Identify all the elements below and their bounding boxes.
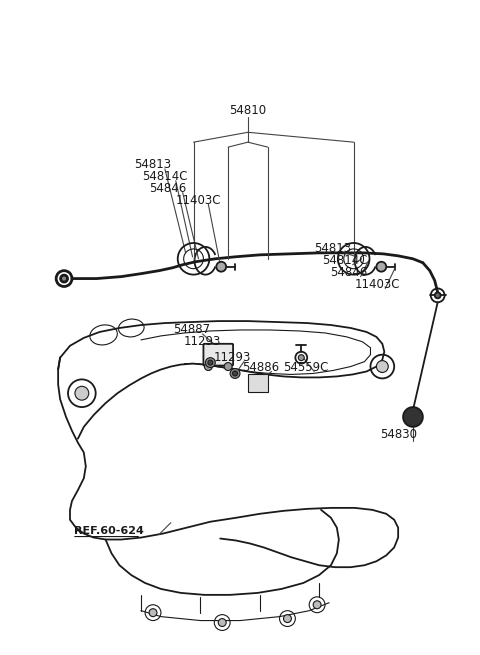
FancyBboxPatch shape	[204, 344, 233, 365]
Circle shape	[230, 369, 240, 379]
Circle shape	[284, 614, 291, 622]
Circle shape	[60, 275, 68, 282]
Circle shape	[376, 361, 388, 373]
Circle shape	[149, 608, 157, 616]
Text: 54886: 54886	[242, 361, 279, 374]
Circle shape	[216, 262, 226, 272]
Text: 54559C: 54559C	[284, 361, 329, 374]
Text: 11293: 11293	[213, 351, 251, 364]
Circle shape	[75, 386, 89, 400]
Text: 54813: 54813	[314, 242, 351, 255]
Text: REF.60-624: REF.60-624	[74, 525, 144, 536]
Text: 54846: 54846	[330, 266, 367, 279]
Text: 11403C: 11403C	[355, 278, 400, 291]
Text: 54814C: 54814C	[322, 254, 368, 267]
Circle shape	[403, 407, 423, 427]
Circle shape	[298, 354, 304, 361]
Text: 54887: 54887	[173, 324, 210, 337]
Polygon shape	[248, 375, 268, 392]
Text: 54830: 54830	[380, 428, 417, 441]
Circle shape	[204, 363, 212, 371]
Text: 54813: 54813	[134, 159, 171, 172]
Circle shape	[205, 358, 216, 367]
Text: 54810: 54810	[229, 104, 266, 117]
Text: 11403C: 11403C	[176, 194, 221, 207]
Text: 54846: 54846	[149, 182, 186, 195]
Circle shape	[435, 292, 441, 298]
Circle shape	[218, 618, 226, 626]
Circle shape	[376, 262, 386, 272]
Circle shape	[313, 601, 321, 608]
Text: 11293: 11293	[184, 335, 221, 348]
Circle shape	[208, 360, 213, 365]
Circle shape	[224, 363, 232, 371]
Circle shape	[233, 371, 238, 376]
Text: 54814C: 54814C	[142, 170, 188, 183]
